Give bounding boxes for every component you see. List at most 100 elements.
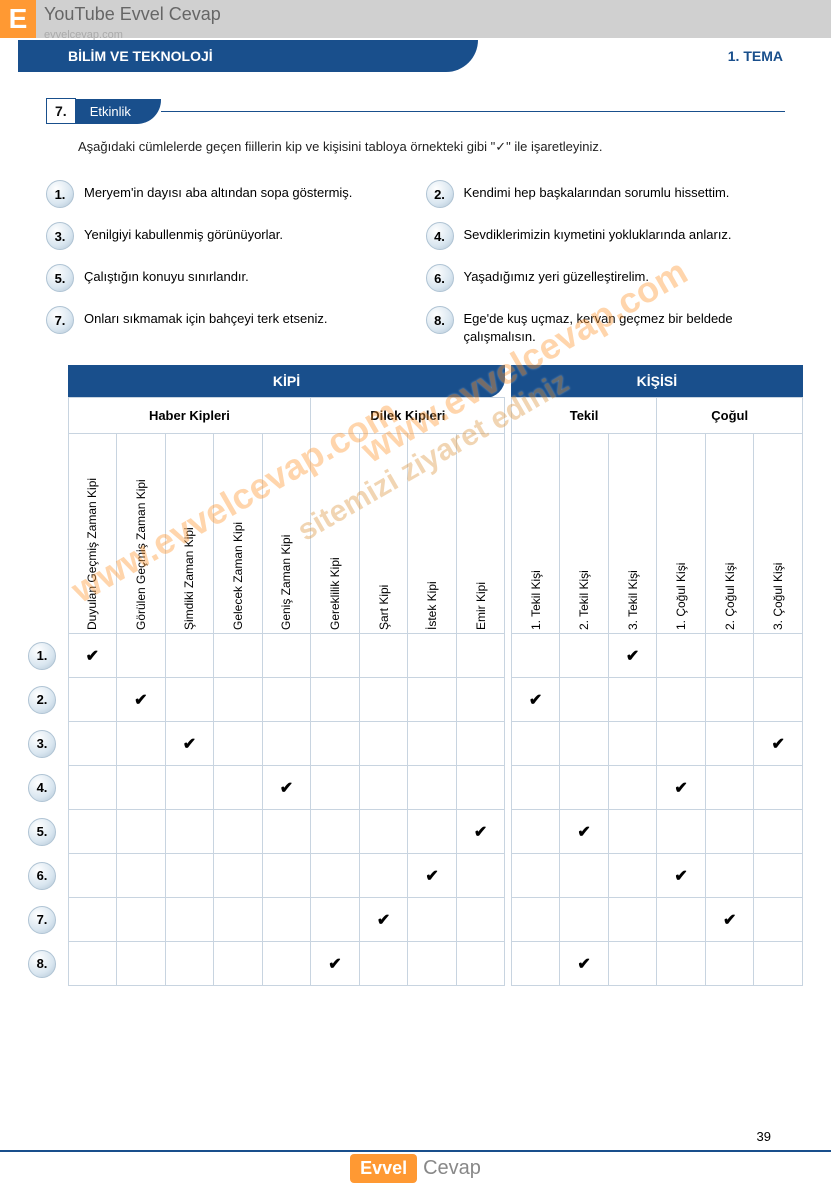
table-cell	[262, 634, 311, 678]
table-cell: ✔	[408, 854, 457, 898]
row-number-badge: 7.	[28, 906, 56, 934]
table-cell: ✔	[657, 854, 706, 898]
activity-header: 7. Etkinlik	[46, 98, 785, 124]
column-label: Emir Kipi	[474, 610, 488, 630]
table-cell	[705, 942, 754, 986]
column-label: 2. Tekil Kişi	[577, 610, 591, 630]
table-cell	[165, 810, 214, 854]
table-cell	[657, 810, 706, 854]
column-label: Şart Kipi	[377, 610, 391, 630]
table-cell	[262, 722, 311, 766]
row-number-badge: 4.	[28, 774, 56, 802]
table-cell	[262, 898, 311, 942]
table-cell	[262, 942, 311, 986]
subheader-cogul: Çoğul	[657, 398, 803, 434]
sentence-item: 5.Çalıştığın konuyu sınırlandır.	[46, 264, 406, 292]
table-cell	[754, 678, 803, 722]
column-header: Geniş Zaman Kipi	[262, 434, 311, 634]
table-cell	[311, 766, 360, 810]
table-cell	[117, 898, 166, 942]
table-cell	[511, 634, 560, 678]
table-cell	[560, 766, 609, 810]
sentence-item: 8.Ege'de kuş uçmaz, kervan geçmez bir be…	[426, 306, 786, 345]
sentence-number-badge: 1.	[46, 180, 74, 208]
table-cell	[705, 854, 754, 898]
section-title: BİLİM VE TEKNOLOJİ	[18, 40, 478, 72]
sentence-number-badge: 7.	[46, 306, 74, 334]
table-cell	[705, 766, 754, 810]
table-cell	[117, 722, 166, 766]
table-cell	[262, 854, 311, 898]
table-cell	[359, 766, 408, 810]
column-header: İstek Kipi	[408, 434, 457, 634]
table-cell: ✔	[754, 722, 803, 766]
sentence-number-badge: 3.	[46, 222, 74, 250]
table-corner	[28, 434, 68, 634]
table-cell	[359, 942, 408, 986]
table-cell	[359, 678, 408, 722]
table-cell	[408, 810, 457, 854]
activity-divider	[161, 111, 785, 112]
table-cell	[754, 810, 803, 854]
row-badge-cell: 4.	[28, 766, 68, 810]
table-cell: ✔	[68, 634, 117, 678]
table-cell	[214, 898, 263, 942]
sentence-item: 3.Yenilgiyi kabullenmiş görünüyorlar.	[46, 222, 406, 250]
column-header: 3. Çoğul Kişi	[754, 434, 803, 634]
table-cell	[511, 810, 560, 854]
table-cell	[456, 678, 505, 722]
table-cell	[754, 898, 803, 942]
table-cell	[608, 854, 657, 898]
page-number: 39	[757, 1129, 771, 1144]
table-cell	[560, 634, 609, 678]
table-cell	[117, 854, 166, 898]
table-cell	[657, 898, 706, 942]
sentence-number-badge: 5.	[46, 264, 74, 292]
row-badge-cell: 3.	[28, 722, 68, 766]
row-badge-cell: 6.	[28, 854, 68, 898]
answer-table: KİPİKİŞİSİHaber KipleriDilek KipleriTeki…	[28, 365, 803, 986]
table-cell	[311, 634, 360, 678]
table-cell	[165, 942, 214, 986]
header-kisisi: KİŞİSİ	[511, 365, 802, 398]
table-cell	[165, 634, 214, 678]
footer-cevap: Cevap	[423, 1157, 481, 1180]
table-cell	[511, 942, 560, 986]
table-cell	[262, 678, 311, 722]
column-header: Gelecek Zaman Kipi	[214, 434, 263, 634]
sentence-item: 4.Sevdiklerimizin kıymetini yokluklarınd…	[426, 222, 786, 250]
sentence-number-badge: 4.	[426, 222, 454, 250]
table-cell	[511, 898, 560, 942]
table-cell	[560, 722, 609, 766]
table-cell: ✔	[705, 898, 754, 942]
column-header: Şimdiki Zaman Kipi	[165, 434, 214, 634]
table-cell	[754, 766, 803, 810]
table-cell	[165, 898, 214, 942]
table-cell: ✔	[657, 766, 706, 810]
column-header: Gereklilik Kipi	[311, 434, 360, 634]
table-cell	[560, 678, 609, 722]
row-badge-cell: 8.	[28, 942, 68, 986]
table-cell	[117, 766, 166, 810]
table-cell	[456, 634, 505, 678]
table-cell	[68, 810, 117, 854]
table-corner	[28, 365, 68, 398]
table-cell	[456, 898, 505, 942]
column-header: 2. Çoğul Kişi	[705, 434, 754, 634]
table-cell	[262, 810, 311, 854]
column-header: 1. Tekil Kişi	[511, 434, 560, 634]
table-cell	[511, 854, 560, 898]
table-corner	[28, 398, 68, 434]
row-badge-cell: 1.	[28, 634, 68, 678]
sentence-text: Onları sıkmamak için bahçeyi terk etseni…	[84, 306, 327, 328]
table-cell	[214, 854, 263, 898]
table-cell	[456, 722, 505, 766]
watermark-youtube-text: YouTube Evvel Cevap	[36, 0, 229, 29]
table-cell	[657, 634, 706, 678]
sentence-number-badge: 8.	[426, 306, 454, 334]
sentence-item: 1.Meryem'in dayısı aba altından sopa gös…	[46, 180, 406, 208]
subheader-dilek: Dilek Kipleri	[311, 398, 505, 434]
table-cell	[456, 766, 505, 810]
table-cell	[408, 898, 457, 942]
table-cell	[608, 722, 657, 766]
